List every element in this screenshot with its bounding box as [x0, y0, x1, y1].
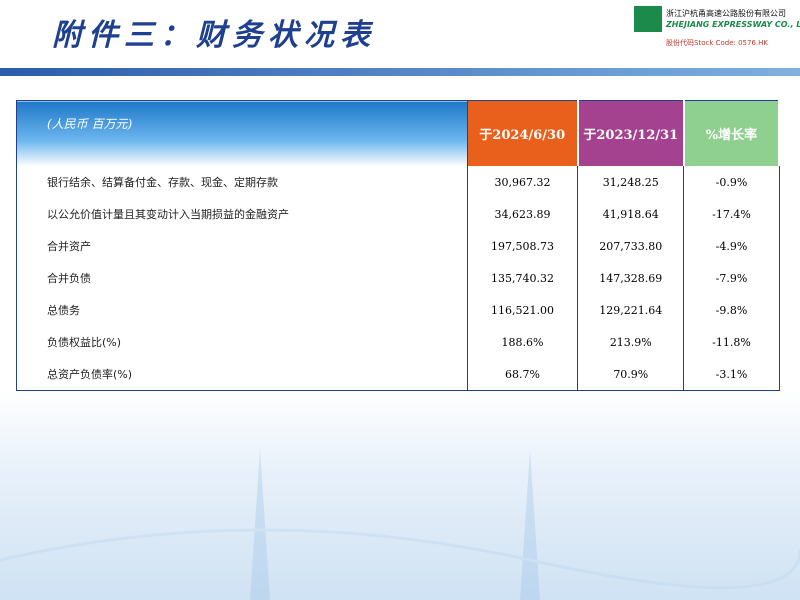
column-header: 于2023/12/31	[577, 100, 685, 166]
cell-value: 135,740.32	[467, 262, 579, 294]
row-label: 合并资产	[16, 230, 468, 262]
table-row: 总债务 116,521.00 129,221.64 -9.8%	[16, 294, 780, 326]
table-row: 银行结余、结算备付金、存款、现金、定期存款 30,967.32 31,248.25-…	[16, 166, 780, 198]
company-en: ZHEJIANG EXPRESSWAY CO., LTD.	[666, 20, 800, 29]
cell-value: -11.8%	[683, 326, 780, 358]
cell-value: 70.9%	[577, 358, 685, 391]
column-header: %增长率	[683, 100, 781, 166]
table-row: 合并负债 135,740.32 147,328.69 -7.9%	[16, 262, 780, 294]
logo-mark	[634, 6, 662, 32]
cell-value: -17.4%	[683, 198, 780, 230]
cell-value: 34,623.89	[467, 198, 579, 230]
row-label: 银行结余、结算备付金、存款、现金、定期存款	[16, 166, 468, 198]
cell-value: -7.9%	[683, 262, 780, 294]
cell-value: 147,328.69	[577, 262, 685, 294]
cell-value: -4.9%	[683, 230, 780, 262]
cell-value: 116,521.00	[467, 294, 579, 326]
table-body: 银行结余、结算备付金、存款、现金、定期存款 30,967.32 31,248.25-…	[16, 166, 780, 391]
row-label: 总债务	[16, 294, 468, 326]
cell-value: 41,918.64	[577, 198, 685, 230]
row-label: 总资产负债率(%)	[16, 358, 468, 391]
stock-code: 股份代码Stock Code: 0576.HK	[666, 39, 768, 47]
financial-table: (人民币 百万元) 于2024/6/30 于2023/12/31 %增长率 银行结余、…	[16, 100, 781, 391]
cell-value: 129,221.64	[577, 294, 685, 326]
cell-value: -3.1%	[683, 358, 780, 391]
cell-value: 68.7%	[467, 358, 579, 391]
header-row: (人民币 百万元) 于2024/6/30 于2023/12/31 %增长率	[16, 100, 781, 166]
company-cn: 浙江沪杭甬高速公路股份有限公司	[666, 9, 786, 18]
slide-title: 附件三：财务状况表	[52, 18, 376, 53]
cell-value: 207,733.80	[577, 230, 685, 262]
cell-value: -9.8%	[683, 294, 780, 326]
cell-value: 197,508.73	[467, 230, 579, 262]
cell-value: 31,248.25	[577, 166, 685, 198]
bridge-background	[0, 450, 800, 600]
row-label: 合并负债	[16, 262, 468, 294]
table-row: 总资产负债率(%) 68.7% 70.9% -3.1%	[16, 358, 780, 391]
row-label: 负债权益比(%)	[16, 326, 468, 358]
title-bar	[0, 68, 800, 76]
cell-value: 213.9%	[577, 326, 685, 358]
table-row: 合并资产 197,508.73 207,733.80 -4.9%	[16, 230, 780, 262]
logo: 浙江沪杭甬高速公路股份有限公司 ZHEJIANG EXPRESSWAY CO.,…	[632, 4, 800, 50]
row-label: 以公允价值计量且其变动计入当期损益的金融资产	[16, 198, 468, 230]
cell-value: -0.9%	[683, 166, 780, 198]
cell-value: 188.6%	[467, 326, 579, 358]
cell-value: 30,967.32	[467, 166, 579, 198]
table-row: 负债权益比(%) 188.6% 213.9% -11.8%	[16, 326, 780, 358]
column-header: 于2024/6/30	[467, 100, 579, 166]
table-row: 以公允价值计量且其变动计入当期损益的金融资产 34,623.89 41,918.64…	[16, 198, 780, 230]
column-header: (人民币 百万元)	[16, 100, 468, 166]
